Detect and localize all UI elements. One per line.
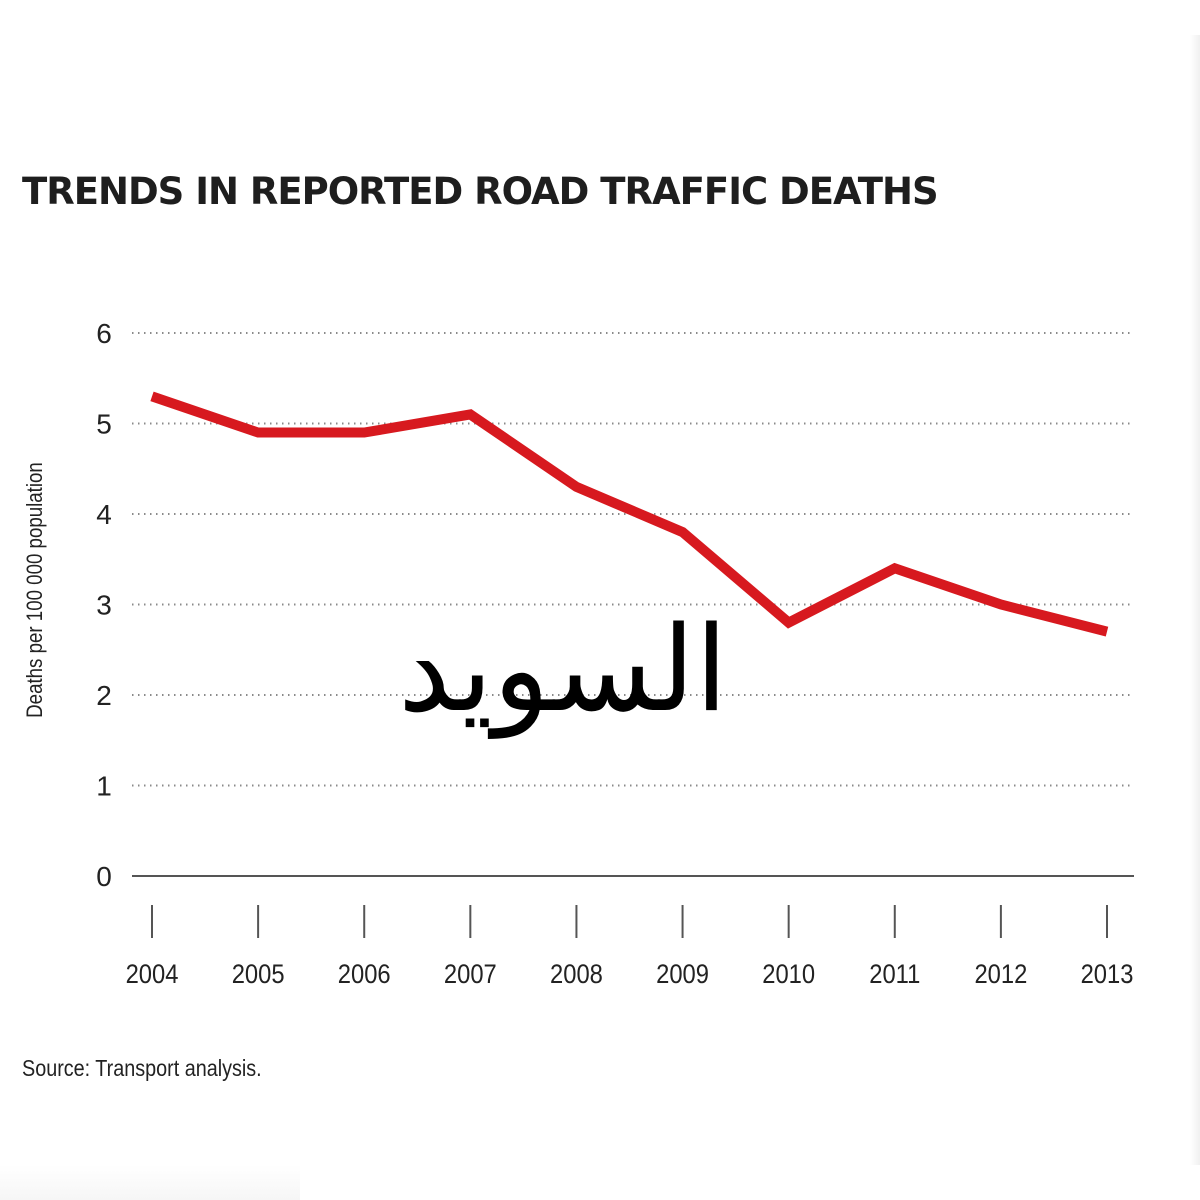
gridlines (132, 332, 1134, 787)
x-tick-label-2012: 2012 (974, 960, 1027, 990)
x-tick-label-2005: 2005 (232, 960, 285, 990)
x-tick-label-2010: 2010 (762, 960, 815, 990)
overlay-arabic-label: السويد (398, 600, 728, 738)
y-tick-label-6: 6 (96, 318, 112, 349)
y-axis-label: Deaths per 100 000 population (24, 462, 48, 718)
chart-title: TRENDS IN REPORTED ROAD TRAFFIC DEATHS (22, 170, 939, 213)
x-tick-label-2006: 2006 (338, 960, 391, 990)
x-tick-label-2011: 2011 (869, 960, 920, 990)
y-tick-label-1: 1 (96, 771, 112, 802)
y-tick-label-0: 0 (96, 861, 112, 892)
page-edge-bottom (0, 1165, 300, 1200)
y-tick-labels: 0 1 2 3 4 5 6 (96, 318, 112, 892)
y-tick-label-3: 3 (96, 590, 112, 621)
x-ticks: 2004 2005 2006 2007 2008 2009 2010 2011 2012 2013 (126, 905, 1134, 990)
series-line (150, 391, 1109, 637)
source-note: Source: Transport analysis. (22, 1055, 262, 1081)
y-tick-label-5: 5 (96, 409, 112, 440)
x-tick-label-2004: 2004 (126, 960, 179, 990)
x-tick-label-2009: 2009 (656, 960, 709, 990)
x-tick-label-2007: 2007 (444, 960, 497, 990)
y-tick-label-4: 4 (96, 499, 112, 530)
page-edge-right (1190, 35, 1200, 1165)
x-tick-label-2008: 2008 (550, 960, 603, 990)
series-group (150, 391, 1109, 637)
y-tick-label-2: 2 (96, 680, 112, 711)
x-tick-label-2013: 2013 (1081, 960, 1134, 990)
